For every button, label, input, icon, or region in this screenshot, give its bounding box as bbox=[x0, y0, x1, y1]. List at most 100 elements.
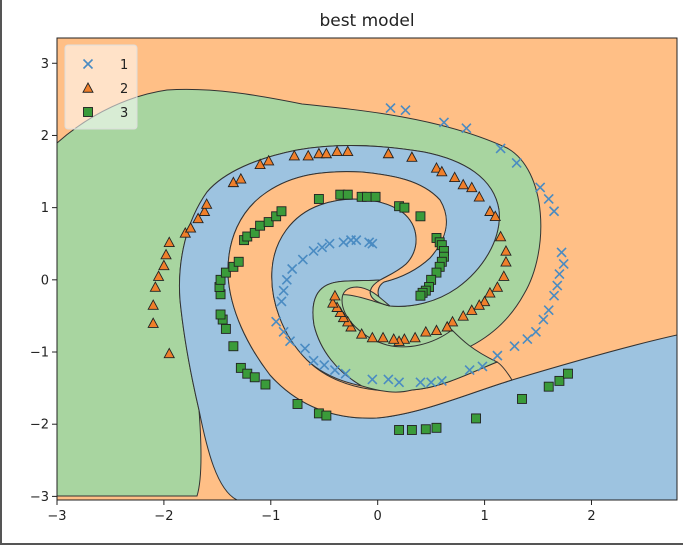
data-point-class-2 bbox=[329, 289, 341, 301]
data-point-class-3 bbox=[420, 424, 431, 435]
data-point-class-3 bbox=[370, 191, 381, 202]
data-point-class-2 bbox=[491, 281, 504, 292]
data-point-class-2 bbox=[387, 333, 400, 344]
data-point-class-3 bbox=[228, 341, 239, 352]
chart-title: best model bbox=[319, 11, 414, 31]
data-point-class-3 bbox=[215, 309, 226, 320]
data-point-class-2 bbox=[366, 331, 379, 343]
data-point-class-2 bbox=[406, 151, 418, 162]
data-point-class-2 bbox=[436, 165, 448, 177]
data-point-class-1 bbox=[509, 341, 520, 352]
x-tick-label: −1 bbox=[261, 509, 280, 524]
data-point-class-2 bbox=[355, 328, 368, 339]
data-point-class-2 bbox=[320, 147, 333, 159]
data-point-class-2 bbox=[473, 190, 485, 202]
data-point-class-1 bbox=[367, 238, 378, 249]
data-point-class-2 bbox=[420, 325, 432, 337]
plot-area-border bbox=[56, 37, 678, 501]
data-point-class-3 bbox=[276, 206, 287, 217]
data-point-class-2 bbox=[500, 245, 512, 256]
data-point-class-3 bbox=[220, 323, 231, 334]
data-point-class-1 bbox=[535, 182, 546, 193]
data-point-class-1 bbox=[278, 326, 289, 337]
legend-marker-class-1 bbox=[82, 58, 94, 70]
data-point-class-1 bbox=[385, 102, 396, 114]
x-axis: −3 −2 −1 0 1 2 bbox=[47, 500, 596, 524]
data-point-class-1 bbox=[511, 157, 522, 168]
data-point-class-2 bbox=[484, 286, 496, 298]
data-point-class-3 bbox=[260, 379, 271, 390]
data-point-class-2 bbox=[484, 205, 496, 216]
data-point-class-2 bbox=[382, 147, 395, 159]
data-point-class-1 bbox=[329, 364, 340, 376]
points-layer bbox=[147, 102, 573, 435]
data-point-class-3 bbox=[563, 368, 573, 379]
data-point-class-2 bbox=[327, 296, 339, 308]
data-point-class-2 bbox=[457, 309, 469, 321]
data-point-class-2 bbox=[198, 205, 211, 216]
data-point-class-1 bbox=[299, 343, 311, 354]
x-tick-label: 2 bbox=[587, 509, 595, 524]
legend-label: 3 bbox=[120, 106, 128, 121]
data-point-class-3 bbox=[215, 274, 226, 285]
data-point-class-1 bbox=[278, 285, 289, 296]
data-point-class-2 bbox=[466, 181, 478, 193]
data-point-class-2 bbox=[489, 210, 502, 222]
data-point-class-2 bbox=[235, 172, 247, 184]
data-point-class-1 bbox=[554, 268, 565, 280]
data-point-class-1 bbox=[556, 247, 567, 258]
data-point-class-3 bbox=[415, 211, 426, 222]
y-tick-label: 0 bbox=[41, 273, 49, 288]
data-point-class-2 bbox=[500, 255, 512, 267]
data-point-class-1 bbox=[415, 377, 426, 388]
data-point-class-1 bbox=[394, 377, 405, 388]
data-point-class-2 bbox=[409, 331, 421, 343]
data-point-class-3 bbox=[313, 194, 324, 204]
data-point-class-3 bbox=[471, 413, 481, 424]
data-point-class-3 bbox=[406, 425, 417, 435]
x-tick-label: −3 bbox=[47, 509, 66, 524]
x-tick-label: 1 bbox=[480, 509, 488, 524]
data-point-class-2 bbox=[448, 171, 461, 183]
data-point-class-2 bbox=[342, 145, 354, 157]
data-point-class-2 bbox=[313, 147, 325, 159]
region-class-2-curl-head bbox=[312, 279, 499, 393]
data-point-class-3 bbox=[249, 227, 260, 238]
data-point-class-3 bbox=[394, 425, 405, 435]
data-point-class-1 bbox=[549, 206, 560, 217]
data-point-class-2 bbox=[446, 315, 459, 327]
data-point-class-1 bbox=[383, 374, 394, 385]
data-point-class-1 bbox=[287, 263, 298, 275]
legend-label: 1 bbox=[120, 58, 128, 73]
data-point-class-3 bbox=[292, 399, 303, 409]
data-point-class-1 bbox=[530, 326, 541, 337]
data-point-class-2 bbox=[147, 299, 159, 310]
data-point-class-3 bbox=[271, 211, 282, 222]
y-tick-label: −2 bbox=[30, 418, 49, 433]
legend-label: 2 bbox=[120, 82, 128, 97]
data-point-class-3 bbox=[220, 267, 231, 278]
data-point-class-3 bbox=[321, 410, 332, 421]
legend: 1 2 3 bbox=[64, 44, 138, 130]
data-point-class-1 bbox=[538, 314, 549, 325]
data-point-class-1 bbox=[400, 105, 411, 116]
data-point-class-1 bbox=[522, 333, 533, 345]
data-point-class-3 bbox=[431, 267, 442, 278]
data-point-class-1 bbox=[464, 364, 475, 376]
data-point-class-3 bbox=[263, 217, 274, 228]
data-point-class-3 bbox=[235, 362, 246, 373]
data-point-class-3 bbox=[228, 261, 239, 272]
data-point-class-2 bbox=[163, 347, 175, 359]
data-point-class-3 bbox=[554, 375, 565, 386]
legend-box bbox=[64, 44, 138, 130]
data-point-class-1 bbox=[338, 237, 349, 248]
data-point-class-2 bbox=[160, 248, 172, 260]
data-point-class-1 bbox=[351, 235, 362, 246]
data-point-class-1 bbox=[543, 193, 554, 205]
y-tick-label: 3 bbox=[41, 57, 49, 72]
data-point-class-1 bbox=[477, 361, 488, 372]
data-point-class-1 bbox=[319, 359, 330, 371]
y-tick-label: 1 bbox=[41, 201, 49, 216]
data-point-class-1 bbox=[308, 245, 319, 257]
data-point-class-1 bbox=[426, 377, 437, 388]
